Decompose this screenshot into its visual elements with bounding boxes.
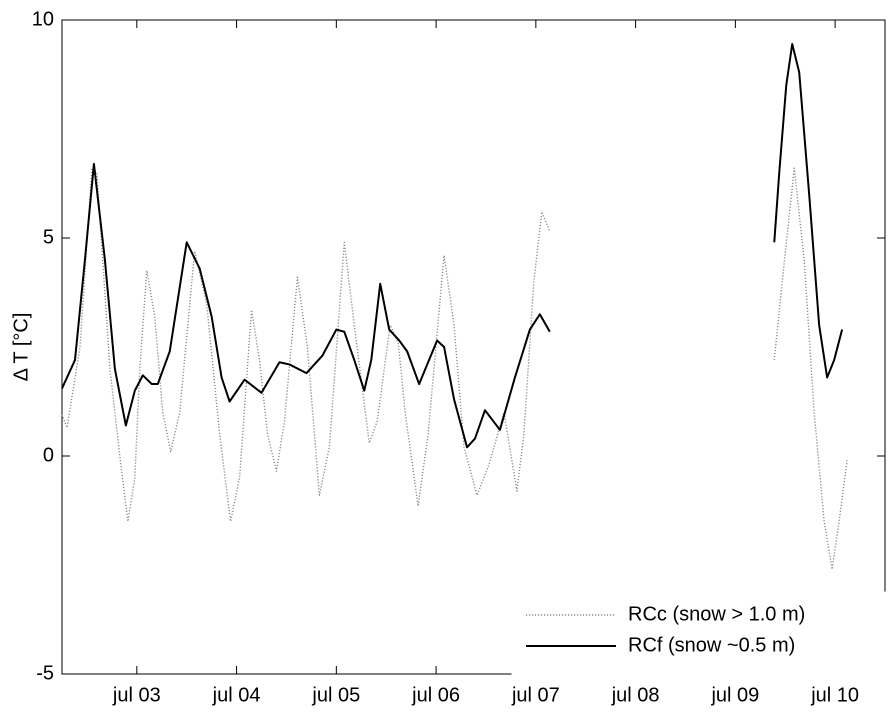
y-tick-label: 10 — [32, 8, 54, 30]
y-tick-label: 5 — [43, 226, 54, 248]
legend-label: RCc (snow > 1.0 m) — [628, 603, 805, 625]
y-tick-label: -5 — [36, 662, 54, 684]
legend-box — [511, 591, 886, 675]
legend: RCc (snow > 1.0 m) RCf (snow ~0.5 m) — [511, 591, 886, 675]
x-tick-label: jul 07 — [511, 684, 560, 706]
y-tick-label: 0 — [43, 444, 54, 466]
x-tick-label: jul 05 — [311, 684, 360, 706]
plot-frame — [61, 19, 886, 675]
data-line — [61, 167, 848, 571]
x-tick-label: jul 08 — [611, 684, 660, 706]
x-tick-label: jul 03 — [112, 684, 161, 706]
legend-label: RCf (snow ~0.5 m) — [628, 634, 795, 656]
y-axis-label: Δ T [°C] — [10, 313, 32, 382]
x-tick-label: jul 10 — [810, 684, 859, 706]
x-tick-label: jul 09 — [710, 684, 759, 706]
x-tick-label: jul 04 — [212, 684, 261, 706]
x-tick-label: jul 06 — [411, 684, 460, 706]
data-line — [61, 42, 844, 449]
